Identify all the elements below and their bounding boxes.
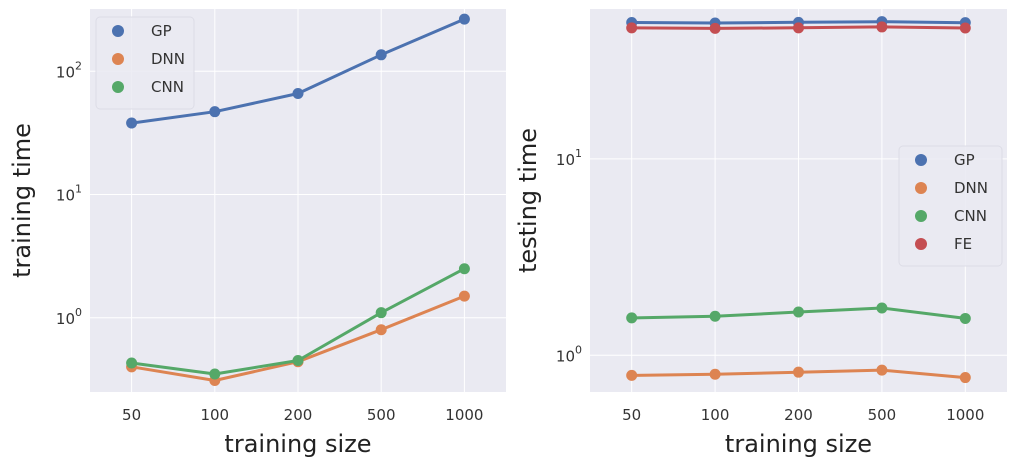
training-legend-cnn-label: CNN xyxy=(151,78,184,96)
testing-ytick-label: 100 xyxy=(556,343,582,365)
testing-fe-point xyxy=(626,22,638,34)
testing-cnn-point xyxy=(626,312,638,324)
testing-ytick-label: 101 xyxy=(556,147,582,169)
testing-xtick-label: 1000 xyxy=(946,406,984,424)
training-cnn-point xyxy=(292,355,304,367)
testing-fe-point xyxy=(793,22,804,34)
training-y-axis-label: training time xyxy=(8,123,36,278)
testing-dnn-point xyxy=(626,369,638,381)
testing-legend-fe-marker xyxy=(915,238,927,250)
training-gp-point xyxy=(375,49,387,61)
training-gp-point xyxy=(126,117,138,129)
training-legend-cnn-marker xyxy=(112,81,124,93)
testing-legend-dnn-label: DNN xyxy=(954,179,988,197)
testing-time-chart: 50 100 200 500 1000 100 101 training size testin… xyxy=(514,9,1007,458)
training-cnn-point xyxy=(375,307,387,319)
training-dnn-point xyxy=(375,324,387,336)
testing-dnn-point xyxy=(876,364,888,376)
testing-legend-box xyxy=(898,145,1003,267)
testing-xtick-label: 200 xyxy=(784,406,813,424)
training-gp-point xyxy=(458,13,470,25)
testing-fe-point xyxy=(959,22,971,34)
training-xtick-label: 50 xyxy=(122,406,141,424)
testing-legend: GP DNN CNN FE xyxy=(898,145,1003,267)
testing-legend-gp-label: GP xyxy=(954,151,975,169)
testing-legend-fe-label: FE xyxy=(954,235,972,253)
testing-cnn-point xyxy=(793,306,804,318)
testing-y-axis-label: testing time xyxy=(514,128,542,273)
testing-cnn-point xyxy=(876,302,888,314)
training-dnn-point xyxy=(458,290,470,302)
training-time-chart: 50 100 200 500 1000 100 101 102 training size tra… xyxy=(8,9,506,458)
training-cnn-point xyxy=(126,357,138,369)
testing-dnn-point xyxy=(793,366,804,378)
testing-fe-point xyxy=(876,21,888,33)
testing-dnn-point xyxy=(959,372,971,384)
training-ytick-label: 102 xyxy=(56,59,82,81)
testing-x-axis-label: training size xyxy=(725,430,872,458)
testing-legend-gp-marker xyxy=(915,154,927,166)
testing-legend-cnn-label: CNN xyxy=(954,207,987,225)
training-gp-point xyxy=(292,88,304,100)
training-ytick-label: 101 xyxy=(56,183,82,205)
testing-xtick-label: 500 xyxy=(868,406,897,424)
training-cnn-point xyxy=(209,368,221,380)
testing-legend-dnn-marker xyxy=(915,182,927,194)
testing-xtick-label: 50 xyxy=(622,406,641,424)
testing-cnn-point xyxy=(959,312,971,324)
training-legend-gp-marker xyxy=(112,25,124,37)
training-legend-gp-label: GP xyxy=(151,22,172,40)
testing-fe-point xyxy=(709,22,721,34)
training-gp-point xyxy=(209,106,221,118)
training-xtick-label: 200 xyxy=(284,406,313,424)
testing-cnn-point xyxy=(709,310,721,322)
training-x-axis-label: training size xyxy=(224,430,371,458)
testing-dnn-point xyxy=(709,368,721,380)
training-ytick-label: 100 xyxy=(56,306,82,328)
training-xtick-label: 500 xyxy=(367,406,396,424)
testing-xtick-label: 100 xyxy=(701,406,730,424)
training-xtick-label: 1000 xyxy=(445,406,483,424)
training-legend: GP DNN CNN xyxy=(95,16,195,110)
training-legend-dnn-marker xyxy=(112,53,124,65)
testing-legend-cnn-marker xyxy=(915,210,927,222)
training-legend-dnn-label: DNN xyxy=(151,50,185,68)
training-cnn-point xyxy=(458,263,470,275)
training-xtick-label: 100 xyxy=(200,406,229,424)
